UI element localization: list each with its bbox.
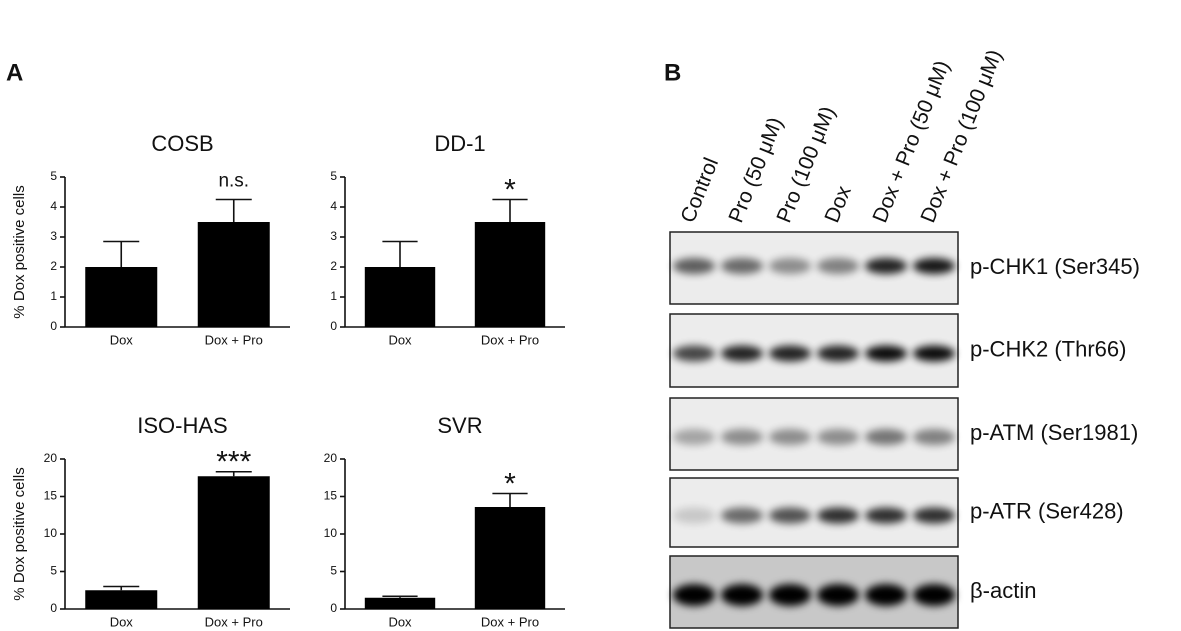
x-tick-label: Dox + Pro <box>205 614 263 629</box>
blot-row <box>669 477 959 548</box>
row-label: p-ATM (Ser1981) <box>970 420 1138 445</box>
blot-band <box>912 584 956 606</box>
lane-label: Control <box>676 155 723 226</box>
y-axis-label: % Dox positive cells <box>11 467 28 600</box>
bar <box>85 267 158 327</box>
blot-band <box>816 258 860 274</box>
blot-row <box>669 555 959 629</box>
y-tick-label: 15 <box>44 489 58 503</box>
blot-row <box>669 397 959 471</box>
y-tick-label: 5 <box>330 169 337 183</box>
blot-band <box>720 429 764 445</box>
chart-title: COSB <box>151 131 213 156</box>
panel-label: B <box>664 59 681 86</box>
blot-band <box>768 584 812 606</box>
row-label: p-CHK1 (Ser345) <box>970 254 1140 279</box>
x-tick-label: Dox <box>388 614 412 629</box>
blot-band <box>816 345 860 362</box>
chart-title: SVR <box>437 413 482 438</box>
y-tick-label: 3 <box>50 229 57 243</box>
blot-band <box>816 584 860 606</box>
y-tick-label: 2 <box>330 259 337 273</box>
y-tick-label: 5 <box>330 564 337 578</box>
blot-band <box>768 345 812 362</box>
blot-band <box>720 507 764 524</box>
blot-band <box>912 507 956 524</box>
y-axis-label: % Dox positive cells <box>11 185 28 318</box>
blot-background <box>669 477 959 548</box>
bar <box>474 507 546 609</box>
chart-title: DD-1 <box>434 131 485 156</box>
blot-row <box>669 313 959 388</box>
y-tick-label: 4 <box>330 199 337 213</box>
significance-label: * <box>504 467 516 500</box>
y-tick-label: 0 <box>50 601 57 615</box>
significance-label: *** <box>216 446 251 479</box>
row-label: p-ATR (Ser428) <box>970 498 1124 523</box>
blot-background <box>669 397 959 471</box>
y-tick-label: 10 <box>324 526 338 540</box>
blot-band <box>672 345 716 362</box>
blot-band <box>768 429 812 445</box>
bar <box>85 590 158 609</box>
blot-band <box>864 429 908 445</box>
blot-band <box>816 507 860 524</box>
blot-band <box>720 345 764 362</box>
bar <box>474 222 546 327</box>
x-tick-label: Dox + Pro <box>205 332 263 347</box>
y-tick-label: 0 <box>330 601 337 615</box>
y-tick-label: 3 <box>330 229 337 243</box>
y-tick-label: 1 <box>50 289 57 303</box>
y-tick-label: 2 <box>50 259 57 273</box>
bar <box>197 476 270 609</box>
blot-band <box>912 258 956 274</box>
blot-band <box>720 584 764 606</box>
y-tick-label: 0 <box>50 319 57 333</box>
blot-band <box>672 507 716 524</box>
blot-background <box>669 313 959 388</box>
row-label: p-CHK2 (Thr66) <box>970 336 1126 361</box>
blot-background <box>669 231 959 305</box>
y-tick-label: 20 <box>324 451 338 465</box>
blot-band <box>672 429 716 445</box>
y-tick-label: 10 <box>44 526 58 540</box>
blot-band <box>768 507 812 524</box>
y-tick-label: 15 <box>324 489 338 503</box>
blot-band <box>816 429 860 445</box>
y-tick-label: 1 <box>330 289 337 303</box>
y-tick-label: 5 <box>50 169 57 183</box>
blot-row <box>669 231 959 305</box>
blot-band <box>768 258 812 274</box>
blot-band <box>672 258 716 274</box>
bar <box>364 267 436 327</box>
x-tick-label: Dox <box>388 332 412 347</box>
blot-band <box>864 345 908 362</box>
panel-label: A <box>6 59 23 86</box>
x-tick-label: Dox + Pro <box>481 332 539 347</box>
row-label: β-actin <box>970 578 1036 603</box>
lane-label: Dox <box>820 182 856 226</box>
bar <box>364 597 436 609</box>
y-tick-label: 4 <box>50 199 57 213</box>
blot-band <box>864 584 908 606</box>
blot-band <box>912 429 956 445</box>
bar <box>197 222 270 327</box>
blot-background <box>669 555 959 629</box>
significance-label: n.s. <box>218 171 249 192</box>
significance-label: * <box>504 173 516 206</box>
y-tick-label: 20 <box>44 451 58 465</box>
y-tick-label: 0 <box>330 319 337 333</box>
blot-band <box>864 258 908 274</box>
x-tick-label: Dox + Pro <box>481 614 539 629</box>
blot-band <box>672 584 716 606</box>
chart-title: ISO-HAS <box>137 413 227 438</box>
x-tick-label: Dox <box>110 614 134 629</box>
y-tick-label: 5 <box>50 564 57 578</box>
x-tick-label: Dox <box>110 332 134 347</box>
blot-band <box>720 258 764 274</box>
blot-band <box>864 507 908 524</box>
blot-band <box>912 345 956 362</box>
